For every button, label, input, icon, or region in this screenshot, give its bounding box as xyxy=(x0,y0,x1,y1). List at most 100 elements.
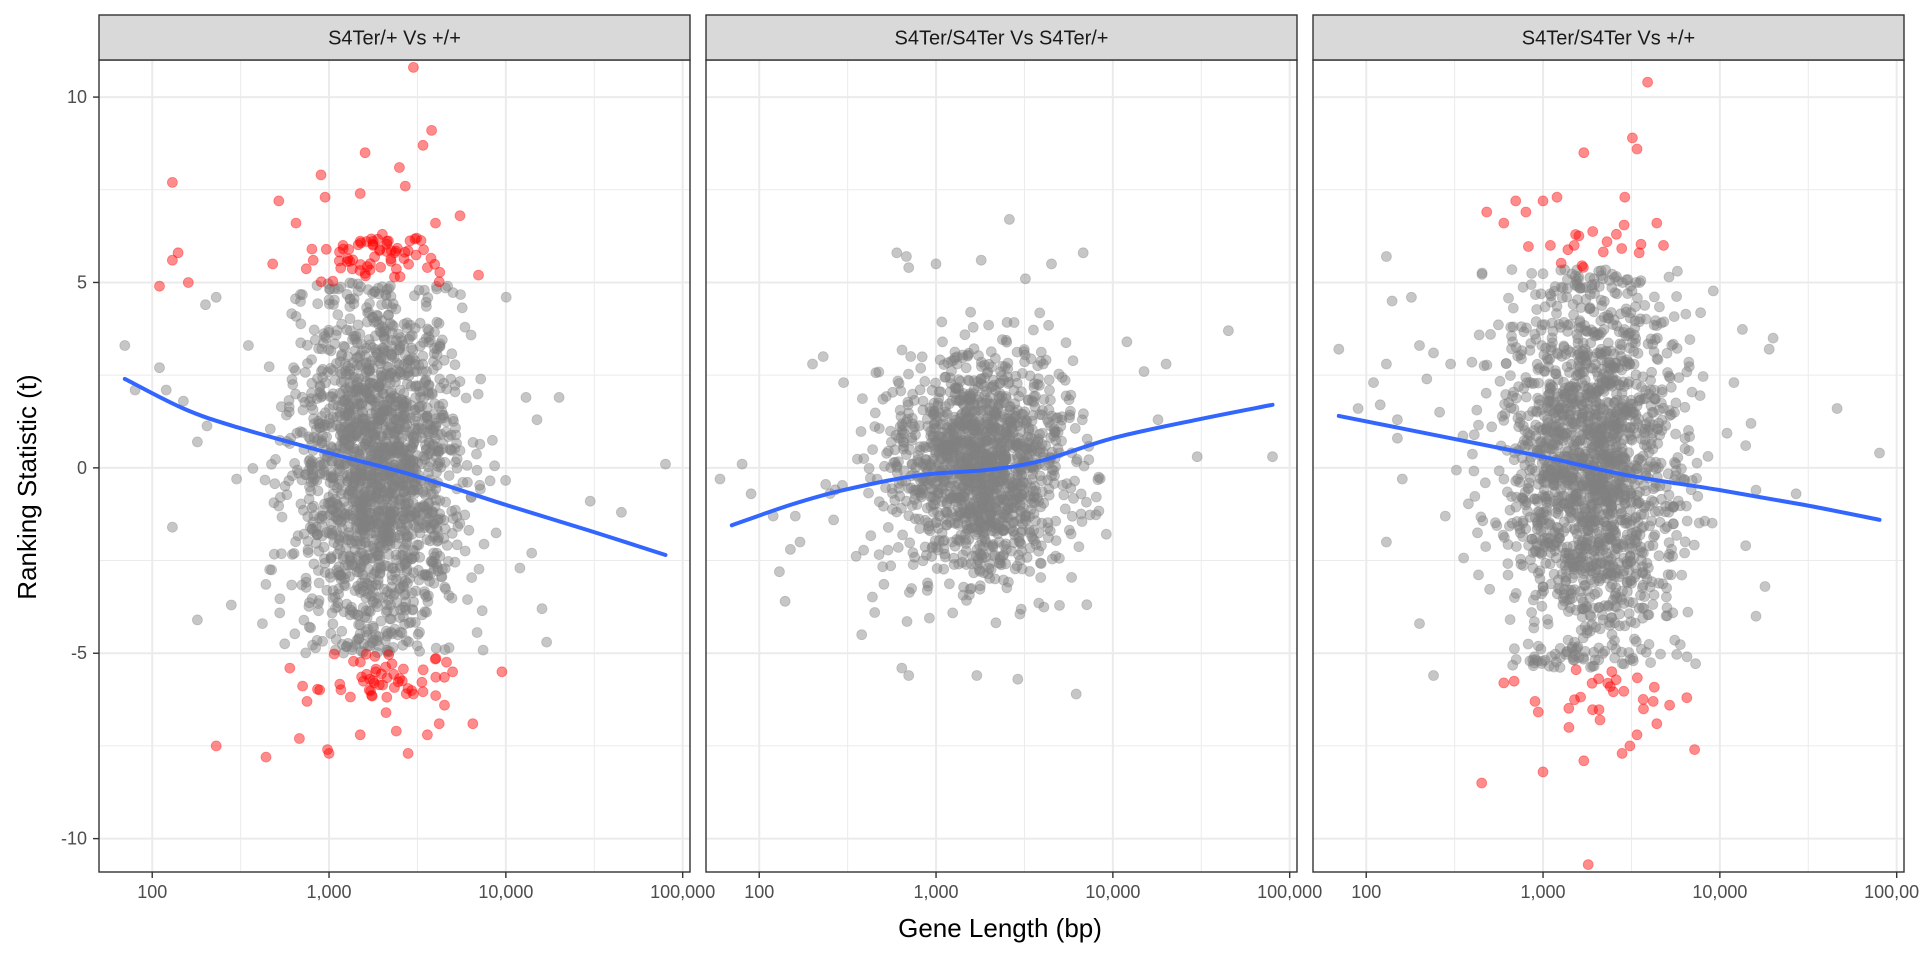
point xyxy=(865,530,877,542)
point-significant xyxy=(381,691,393,703)
point xyxy=(390,440,402,452)
point xyxy=(964,393,976,405)
point xyxy=(407,604,419,616)
point xyxy=(366,477,378,489)
point xyxy=(359,521,371,533)
point xyxy=(342,489,354,501)
point xyxy=(1668,311,1680,323)
point xyxy=(342,475,353,487)
point-significant xyxy=(359,147,371,159)
point xyxy=(358,585,370,597)
point xyxy=(296,579,308,591)
point xyxy=(387,478,399,490)
point xyxy=(486,434,498,446)
point xyxy=(350,496,362,508)
point-significant xyxy=(416,676,428,688)
point xyxy=(930,377,941,389)
point xyxy=(980,453,992,465)
point xyxy=(409,358,421,370)
point-significant xyxy=(166,176,178,188)
point xyxy=(1622,586,1633,597)
point xyxy=(357,384,369,396)
point xyxy=(363,388,375,400)
point xyxy=(438,533,450,544)
point-outlier xyxy=(1020,273,1031,285)
point xyxy=(1562,634,1574,646)
panels-layer: S4Ter/+ Vs +/+100 1,000 10,000 100,000S4Ter… xyxy=(98,14,1920,902)
point xyxy=(353,583,365,595)
point xyxy=(353,480,365,492)
point xyxy=(384,539,396,551)
point xyxy=(1606,578,1618,590)
point xyxy=(446,528,458,539)
point xyxy=(339,580,351,592)
point xyxy=(466,572,478,583)
point xyxy=(476,605,488,617)
point xyxy=(905,351,917,362)
point xyxy=(357,490,369,501)
point-significant xyxy=(260,751,272,763)
point xyxy=(270,453,281,465)
point xyxy=(367,420,379,432)
point xyxy=(983,319,994,331)
point xyxy=(380,505,392,516)
point xyxy=(350,412,362,424)
point xyxy=(395,522,407,533)
point xyxy=(298,614,310,626)
point-significant xyxy=(417,686,429,698)
point xyxy=(384,489,396,501)
point xyxy=(288,548,300,559)
point xyxy=(342,361,354,372)
point xyxy=(315,391,327,403)
point-outlier xyxy=(191,614,203,626)
point xyxy=(363,392,375,404)
point xyxy=(317,430,329,442)
point xyxy=(403,636,415,648)
point xyxy=(322,497,334,509)
point xyxy=(304,454,316,466)
point xyxy=(290,365,301,377)
point xyxy=(383,405,395,417)
point xyxy=(336,368,348,380)
point xyxy=(1011,346,1023,358)
point xyxy=(391,423,403,435)
point xyxy=(348,298,360,310)
point xyxy=(1001,582,1013,594)
x-tick-label: 10,000 xyxy=(1085,882,1140,902)
point xyxy=(341,598,353,610)
point xyxy=(1018,477,1029,489)
point xyxy=(335,570,347,581)
point xyxy=(337,550,349,562)
point-significant xyxy=(398,253,410,265)
point xyxy=(401,322,413,334)
point xyxy=(359,537,371,549)
point xyxy=(356,510,368,522)
point xyxy=(370,534,382,545)
point xyxy=(398,486,410,498)
point xyxy=(355,539,367,550)
point xyxy=(474,479,486,491)
point xyxy=(346,558,358,570)
point xyxy=(461,459,473,471)
point xyxy=(429,551,441,563)
point xyxy=(431,359,443,371)
point xyxy=(427,440,439,452)
point xyxy=(341,534,353,546)
point xyxy=(384,527,396,538)
point xyxy=(368,514,380,526)
point xyxy=(1593,654,1605,666)
point xyxy=(387,320,399,332)
point xyxy=(351,428,363,440)
point xyxy=(338,647,349,659)
point xyxy=(432,534,444,546)
point xyxy=(440,583,452,595)
point xyxy=(370,546,381,558)
point xyxy=(317,337,329,349)
point xyxy=(365,470,377,482)
point xyxy=(327,504,339,516)
point xyxy=(858,453,870,465)
point xyxy=(922,580,934,592)
point-significant xyxy=(386,658,398,670)
point xyxy=(425,568,437,579)
point xyxy=(373,640,385,651)
